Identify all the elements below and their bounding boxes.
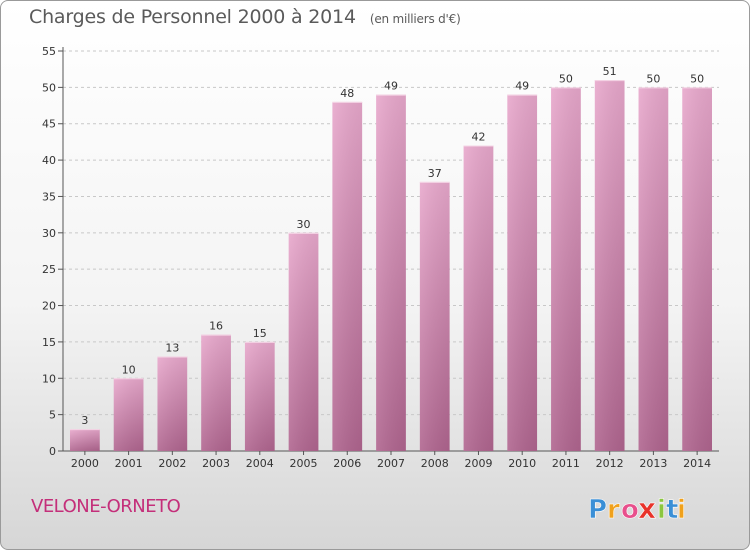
bar-value-label: 10 <box>122 363 136 376</box>
x-tick-label: 2009 <box>464 457 492 470</box>
x-tick-label: 2002 <box>158 457 186 470</box>
y-tick-label: 20 <box>42 300 56 313</box>
bar-value-label: 50 <box>559 72 573 85</box>
y-tick-label: 10 <box>42 372 56 385</box>
y-tick-label: 25 <box>42 263 56 276</box>
logo-letter: x <box>638 492 656 525</box>
x-tick-label: 2004 <box>246 457 274 470</box>
bar-shading <box>638 87 669 451</box>
bar-value-label: 49 <box>515 80 529 93</box>
y-tick-label: 45 <box>42 118 56 131</box>
chart-title: Charges de Personnel 2000 à 2014 <box>29 6 356 28</box>
x-tick-label: 2008 <box>421 457 449 470</box>
bar-value-label: 16 <box>209 320 223 333</box>
y-tick-label: 15 <box>42 336 56 349</box>
logo-letter: i <box>657 495 666 525</box>
chart-title-block: Charges de Personnel 2000 à 2014 (en mill… <box>29 6 461 28</box>
bar-shading <box>113 378 144 451</box>
x-tick-label: 2000 <box>71 457 99 470</box>
x-tick-label: 2003 <box>202 457 230 470</box>
x-tick-label: 2014 <box>683 457 711 470</box>
y-tick-label: 55 <box>42 45 56 58</box>
bars <box>69 80 713 452</box>
bar-shading <box>463 145 494 451</box>
logo-letter: i <box>677 495 686 525</box>
bar-value-label: 3 <box>81 414 88 427</box>
y-tick-label: 0 <box>49 445 56 458</box>
bar-value-label: 13 <box>165 341 179 354</box>
x-tick-label: 2011 <box>552 457 580 470</box>
logo-letter: t <box>666 495 678 525</box>
y-tick-label: 40 <box>42 154 56 167</box>
logo-letter: r <box>607 495 620 525</box>
y-tick-label: 50 <box>42 81 56 94</box>
bar-shading <box>376 94 406 452</box>
labels: 0 5 10 15 20 25 30 35 40 45 50 55 3 2000 10 2001 13 2002 1… <box>42 45 711 470</box>
logo-letter: P <box>588 495 607 525</box>
commune-name: VELONE-ORNETO <box>31 496 181 517</box>
bar-shading <box>507 94 538 452</box>
x-tick-label: 2010 <box>508 457 536 470</box>
bar-shading <box>157 356 188 451</box>
bar-value-label: 51 <box>603 65 617 78</box>
bar-value-label: 48 <box>340 87 354 100</box>
bar-value-label: 50 <box>690 72 704 85</box>
bar-value-label: 49 <box>384 80 398 93</box>
bar-shading <box>682 87 713 451</box>
x-tick-label: 2001 <box>115 457 143 470</box>
y-tick-label: 30 <box>42 227 56 240</box>
x-tick-label: 2012 <box>596 457 624 470</box>
chart-subtitle: (en milliers d'€) <box>369 12 461 26</box>
x-tick-label: 2007 <box>377 457 405 470</box>
bar-shading <box>419 181 450 451</box>
x-tick-label: 2013 <box>639 457 667 470</box>
bar-value-label: 50 <box>646 72 660 85</box>
bar-value-label: 42 <box>471 131 485 144</box>
bar-value-label: 15 <box>253 327 267 340</box>
bar-shading <box>69 429 100 451</box>
logo-letter: o <box>621 495 639 525</box>
bar-shading <box>594 80 625 451</box>
y-tick-label: 5 <box>49 409 56 422</box>
bar-shading <box>201 334 231 451</box>
x-tick-label: 2006 <box>333 457 361 470</box>
bar-shading <box>244 341 275 451</box>
bar-shading <box>288 232 319 451</box>
y-tick-label: 35 <box>42 190 56 203</box>
bar-shading <box>332 101 363 451</box>
bar-value-label: 37 <box>428 167 442 180</box>
x-tick-label: 2005 <box>290 457 318 470</box>
bar-shading <box>551 87 581 451</box>
bar-value-label: 30 <box>297 218 311 231</box>
